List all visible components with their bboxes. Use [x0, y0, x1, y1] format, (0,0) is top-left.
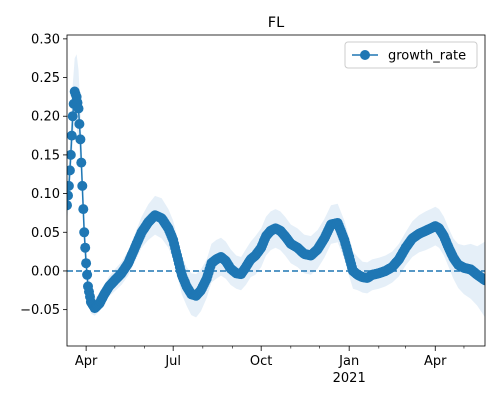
- data-point-marker: [79, 227, 90, 238]
- x-tick-year-label: 2021: [333, 371, 366, 386]
- x-tick-label: Jul: [164, 354, 181, 369]
- data-point-marker: [67, 180, 74, 191]
- data-point-marker: [67, 111, 78, 122]
- data-point-marker: [67, 165, 75, 176]
- data-point-marker: [78, 204, 89, 215]
- data-point-marker: [67, 130, 77, 141]
- x-tick-label: Apr: [75, 354, 98, 369]
- y-tick-label: 0.10: [31, 187, 60, 202]
- x-tick-label: Jan: [338, 354, 359, 369]
- data-point-marker: [75, 134, 86, 145]
- data-point-marker: [80, 242, 91, 253]
- data-point-marker: [82, 269, 93, 280]
- legend: growth_rate: [344, 41, 478, 69]
- data-point-marker: [480, 275, 485, 286]
- data-point-marker: [73, 103, 84, 114]
- y-tick-label: 0.05: [31, 226, 60, 241]
- series-line-growth_rate: [67, 91, 485, 310]
- y-tick-label: 0.30: [31, 32, 60, 47]
- chart-title: FL: [268, 15, 284, 31]
- series-marker-layer: [67, 86, 485, 314]
- data-point-marker: [77, 180, 88, 191]
- data-point-marker: [67, 190, 73, 201]
- plot-area: [67, 54, 485, 318]
- series-line-layer: [67, 91, 485, 310]
- confidence-band-layer: [67, 54, 485, 318]
- y-tick-label: 0.25: [31, 71, 60, 86]
- data-point-marker: [74, 119, 85, 129]
- x-tick-label: Oct: [250, 354, 272, 369]
- legend-frame: [344, 41, 478, 69]
- axes-frame: [66, 34, 486, 347]
- data-point-marker: [67, 149, 76, 160]
- y-tick-label: 0.20: [31, 110, 60, 125]
- axes: [66, 34, 486, 347]
- legend-marker-swatch: [360, 50, 370, 60]
- y-axis-ticks: −0.05 0.00 0.05 0.10 0.15 0.20 0.25 0.30: [20, 32, 67, 318]
- y-tick-label: −0.05: [20, 303, 60, 318]
- legend-label-growth-rate: growth_rate: [388, 49, 466, 64]
- data-point-marker: [67, 200, 72, 211]
- confidence-band-growth_rate: [67, 54, 485, 318]
- x-axis-ticks: Apr Jul Oct Jan 2021 Apr: [75, 346, 465, 386]
- data-point-marker: [81, 258, 92, 269]
- x-tick-label: Apr: [424, 354, 447, 369]
- y-tick-label: 0.00: [31, 264, 60, 279]
- y-tick-label: 0.15: [31, 148, 60, 163]
- data-point-marker: [76, 157, 87, 168]
